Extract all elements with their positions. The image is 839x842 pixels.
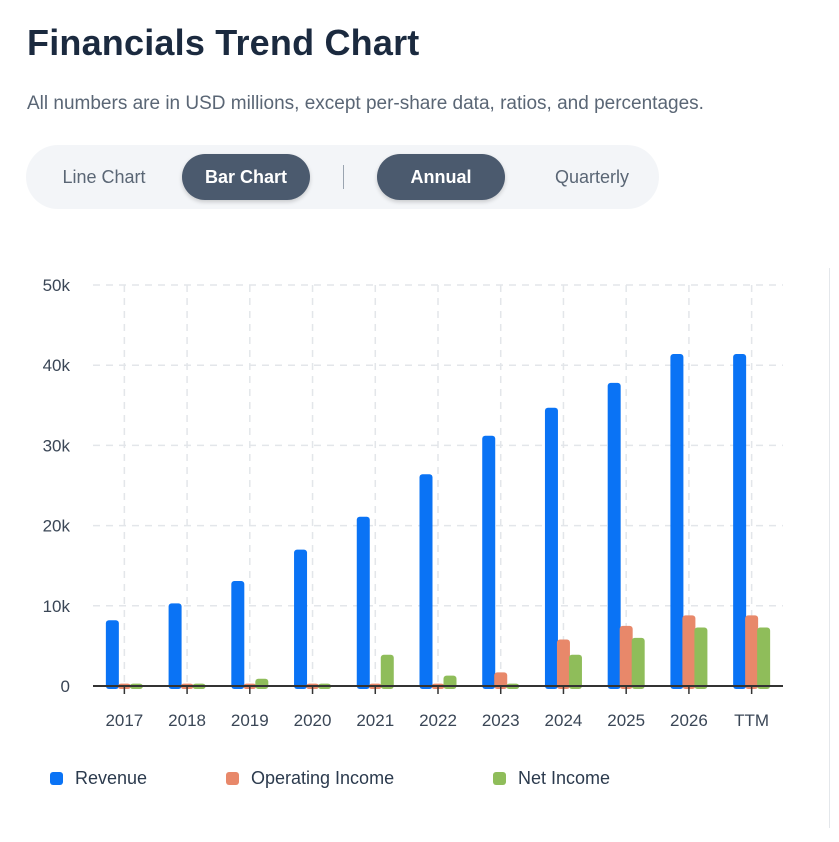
y-tick-label-2: 20k [43, 517, 71, 536]
legend-swatch-operating-income [226, 771, 239, 785]
legend-swatch-net-income [493, 771, 506, 785]
x-tick-label-2018: 2018 [168, 711, 206, 730]
bar-revenue-2021 [356, 516, 370, 689]
y-tick-label-5: 50k [43, 276, 71, 295]
bar-net-income-2026 [694, 627, 708, 689]
bar-revenue-2017 [105, 620, 119, 689]
bar-net-income-2019 [255, 678, 269, 689]
chart-options-bar: Line Chart Bar Chart Annual Quarterly [26, 145, 659, 209]
y-tick-label-1: 10k [43, 597, 71, 616]
x-tick-label-ttm: TTM [734, 711, 769, 730]
legend-label-operating-income: Operating Income [251, 767, 395, 788]
toggle-divider [343, 165, 344, 189]
page-title: Financials Trend Chart [27, 22, 420, 63]
y-tick-label-4: 40k [43, 356, 71, 375]
legend-revenue[interactable]: Revenue [50, 766, 147, 790]
bar-operating-income-2024 [556, 639, 570, 689]
x-tick-label-2019: 2019 [231, 711, 269, 730]
legend-operating-income[interactable]: Operating Income [226, 766, 394, 790]
bar-revenue-2018 [168, 603, 182, 689]
x-tick-label-2026: 2026 [670, 711, 708, 730]
x-tick-label-2024: 2024 [545, 711, 583, 730]
bar-net-income-2025 [631, 637, 645, 689]
bar-net-income-2021 [380, 654, 394, 689]
bar-chart-tab[interactable]: Bar Chart [182, 154, 310, 200]
quarterly-tab[interactable]: Quarterly [554, 167, 630, 187]
bar-layer [105, 353, 771, 689]
y-tick-label-0: 0 [61, 677, 70, 696]
x-tick-label-2023: 2023 [482, 711, 520, 730]
bar-operating-income-2026 [682, 615, 696, 689]
annual-tab[interactable]: Annual [377, 154, 505, 200]
bar-operating-income-2025 [619, 625, 633, 689]
legend-label-net-income: Net Income [518, 767, 611, 788]
x-tick-label-2020: 2020 [294, 711, 332, 730]
panel-edge [829, 268, 830, 828]
bar-operating-income-2023 [494, 672, 508, 689]
x-tick-label-2022: 2022 [419, 711, 457, 730]
legend-swatch-revenue [50, 771, 63, 785]
x-tick-label-2025: 2025 [607, 711, 645, 730]
x-tick-label-2021: 2021 [356, 711, 394, 730]
bar-revenue-2026 [670, 353, 684, 689]
bar-revenue-2025 [607, 382, 621, 689]
bar-revenue-2022 [419, 474, 433, 689]
grid-layer [93, 284, 783, 686]
bar-revenue-2024 [544, 407, 558, 689]
axis-layer: 0 10k 20k 30k 40k 50k 2017 2018 2019 2020 2021 2022… [43, 276, 783, 730]
legend-net-income[interactable]: Net Income [493, 766, 610, 790]
page-subtitle: All numbers are in USD millions, except … [27, 93, 704, 114]
x-tick-label-2017: 2017 [105, 711, 143, 730]
y-tick-label-3: 30k [43, 436, 71, 455]
bar-revenue-2023 [482, 435, 496, 689]
bar-net-income-ttm [757, 627, 771, 689]
financials-bar-chart: 0 10k 20k 30k 40k 50k 2017 2018 2019 2020 2021 2022… [43, 276, 783, 730]
bar-net-income-2024 [568, 654, 582, 689]
bar-revenue-2019 [231, 580, 245, 689]
bar-revenue-2020 [294, 549, 308, 689]
legend-label-revenue: Revenue [75, 767, 148, 788]
bar-revenue-ttm [733, 353, 747, 689]
line-chart-tab[interactable]: Line Chart [62, 167, 146, 187]
bar-operating-income-ttm [745, 615, 759, 689]
